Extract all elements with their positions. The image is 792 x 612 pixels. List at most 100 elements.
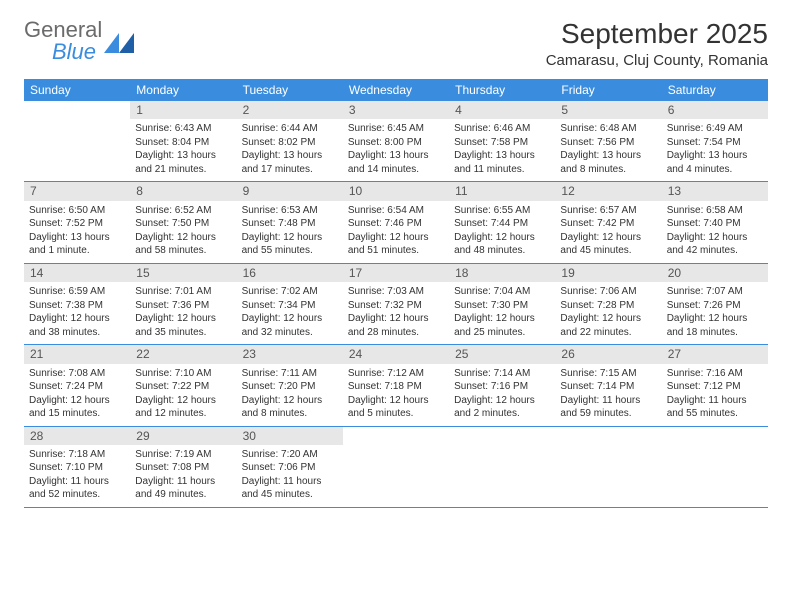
day-number: 14	[24, 264, 130, 282]
sunset-text: Sunset: 8:02 PM	[242, 136, 338, 150]
daylight-text: Daylight: 12 hours and 18 minutes.	[667, 312, 763, 339]
calendar-cell: 23Sunrise: 7:11 AMSunset: 7:20 PMDayligh…	[237, 345, 343, 426]
day-details: Sunrise: 7:07 AMSunset: 7:26 PMDaylight:…	[662, 282, 768, 344]
daylight-text: Daylight: 12 hours and 51 minutes.	[348, 231, 444, 258]
calendar-week-row: 14Sunrise: 6:59 AMSunset: 7:38 PMDayligh…	[24, 263, 768, 344]
sunset-text: Sunset: 7:50 PM	[135, 217, 231, 231]
day-details: Sunrise: 7:10 AMSunset: 7:22 PMDaylight:…	[130, 364, 236, 426]
calendar-cell: 25 Sunrise: 7:14 AMSunset: 7:16 PMDayligh…	[449, 345, 555, 426]
sunset-text: Sunset: 7:06 PM	[242, 461, 338, 475]
daylight-text: Daylight: 12 hours and 35 minutes.	[135, 312, 231, 339]
calendar-cell: 30Sunrise: 7:20 AMSunset: 7:06 PMDayligh…	[237, 426, 343, 507]
sunrise-text: Sunrise: 7:08 AM	[29, 367, 125, 381]
day-number: 20	[662, 264, 768, 282]
day-details: Sunrise: 6:54 AMSunset: 7:46 PMDaylight:…	[343, 201, 449, 263]
calendar-week-row: 7Sunrise: 6:50 AMSunset: 7:52 PMDaylight…	[24, 182, 768, 263]
sunrise-text: Sunrise: 6:50 AM	[29, 204, 125, 218]
day-number: 7	[24, 182, 130, 200]
brand-logo: General Blue	[24, 18, 134, 63]
sunset-text: Sunset: 7:20 PM	[242, 380, 338, 394]
calendar-table: Sunday Monday Tuesday Wednesday Thursday…	[24, 79, 768, 508]
sunrise-text: Sunrise: 7:18 AM	[29, 448, 125, 462]
sunset-text: Sunset: 7:58 PM	[454, 136, 550, 150]
sunrise-text: Sunrise: 7:20 AM	[242, 448, 338, 462]
day-number: 12	[555, 182, 661, 200]
day-details: Sunrise: 7:11 AMSunset: 7:20 PMDaylight:…	[237, 364, 343, 426]
day-details: Sunrise: 7:18 AMSunset: 7:10 PMDaylight:…	[24, 445, 130, 507]
sunset-text: Sunset: 7:18 PM	[348, 380, 444, 394]
calendar-page: General Blue September 2025 Camarasu, Cl…	[0, 0, 792, 526]
day-number: 3	[343, 101, 449, 119]
sunrise-text: Sunrise: 7:07 AM	[667, 285, 763, 299]
day-number: 1	[130, 101, 236, 119]
calendar-week-row: 28Sunrise: 7:18 AMSunset: 7:10 PMDayligh…	[24, 426, 768, 507]
calendar-cell: 12Sunrise: 6:57 AMSunset: 7:42 PMDayligh…	[555, 182, 661, 263]
calendar-cell: 13Sunrise: 6:58 AMSunset: 7:40 PMDayligh…	[662, 182, 768, 263]
day-details: Sunrise: 6:52 AMSunset: 7:50 PMDaylight:…	[130, 201, 236, 263]
day-number: 6	[662, 101, 768, 119]
calendar-cell: 4Sunrise: 6:46 AMSunset: 7:58 PMDaylight…	[449, 101, 555, 182]
day-details: Sunrise: 7:20 AMSunset: 7:06 PMDaylight:…	[237, 445, 343, 507]
sunset-text: Sunset: 7:30 PM	[454, 299, 550, 313]
calendar-cell: 26Sunrise: 7:15 AMSunset: 7:14 PMDayligh…	[555, 345, 661, 426]
daylight-text: Daylight: 12 hours and 58 minutes.	[135, 231, 231, 258]
calendar-cell	[449, 426, 555, 507]
sunrise-text: Sunrise: 6:43 AM	[135, 122, 231, 136]
sunrise-text: Sunrise: 7:14 AM	[454, 367, 550, 381]
daylight-text: Daylight: 13 hours and 21 minutes.	[135, 149, 231, 176]
calendar-cell: 20Sunrise: 7:07 AMSunset: 7:26 PMDayligh…	[662, 263, 768, 344]
calendar-cell	[24, 101, 130, 182]
logo-triangle-icon	[104, 31, 134, 53]
sunrise-text: Sunrise: 6:54 AM	[348, 204, 444, 218]
day-number: 16	[237, 264, 343, 282]
page-header: General Blue September 2025 Camarasu, Cl…	[24, 18, 768, 69]
day-number: 8	[130, 182, 236, 200]
calendar-cell: 10Sunrise: 6:54 AMSunset: 7:46 PMDayligh…	[343, 182, 449, 263]
sunset-text: Sunset: 7:26 PM	[667, 299, 763, 313]
daylight-text: Daylight: 13 hours and 8 minutes.	[560, 149, 656, 176]
day-details: Sunrise: 7:08 AMSunset: 7:24 PMDaylight:…	[24, 364, 130, 426]
title-block: September 2025 Camarasu, Cluj County, Ro…	[546, 18, 768, 69]
sunrise-text: Sunrise: 7:02 AM	[242, 285, 338, 299]
day-details: Sunrise: 7:02 AMSunset: 7:34 PMDaylight:…	[237, 282, 343, 344]
sunset-text: Sunset: 7:40 PM	[667, 217, 763, 231]
daylight-text: Daylight: 11 hours and 59 minutes.	[560, 394, 656, 421]
calendar-cell: 6Sunrise: 6:49 AMSunset: 7:54 PMDaylight…	[662, 101, 768, 182]
sunrise-text: Sunrise: 6:48 AM	[560, 122, 656, 136]
daylight-text: Daylight: 11 hours and 45 minutes.	[242, 475, 338, 502]
sunrise-text: Sunrise: 7:16 AM	[667, 367, 763, 381]
sunrise-text: Sunrise: 6:55 AM	[454, 204, 550, 218]
daylight-text: Daylight: 12 hours and 12 minutes.	[135, 394, 231, 421]
sunset-text: Sunset: 7:22 PM	[135, 380, 231, 394]
day-details: Sunrise: 6:57 AMSunset: 7:42 PMDaylight:…	[555, 201, 661, 263]
sunset-text: Sunset: 7:10 PM	[29, 461, 125, 475]
sunset-text: Sunset: 7:16 PM	[454, 380, 550, 394]
sunrise-text: Sunrise: 6:52 AM	[135, 204, 231, 218]
calendar-body: 1Sunrise: 6:43 AMSunset: 8:04 PMDaylight…	[24, 101, 768, 507]
day-details: Sunrise: 7:06 AMSunset: 7:28 PMDaylight:…	[555, 282, 661, 344]
weekday-header: Saturday	[662, 79, 768, 101]
day-number: 4	[449, 101, 555, 119]
sunrise-text: Sunrise: 6:53 AM	[242, 204, 338, 218]
sunset-text: Sunset: 7:28 PM	[560, 299, 656, 313]
day-number: 5	[555, 101, 661, 119]
daylight-text: Daylight: 11 hours and 52 minutes.	[29, 475, 125, 502]
daylight-text: Daylight: 12 hours and 25 minutes.	[454, 312, 550, 339]
daylight-text: Daylight: 12 hours and 2 minutes.	[454, 394, 550, 421]
calendar-cell: 18Sunrise: 7:04 AMSunset: 7:30 PMDayligh…	[449, 263, 555, 344]
sunset-text: Sunset: 7:38 PM	[29, 299, 125, 313]
day-number: 11	[449, 182, 555, 200]
calendar-cell: 11Sunrise: 6:55 AMSunset: 7:44 PMDayligh…	[449, 182, 555, 263]
daylight-text: Daylight: 12 hours and 42 minutes.	[667, 231, 763, 258]
daylight-text: Daylight: 13 hours and 17 minutes.	[242, 149, 338, 176]
daylight-text: Daylight: 12 hours and 22 minutes.	[560, 312, 656, 339]
day-details: Sunrise: 7:03 AMSunset: 7:32 PMDaylight:…	[343, 282, 449, 344]
calendar-week-row: 1Sunrise: 6:43 AMSunset: 8:04 PMDaylight…	[24, 101, 768, 182]
day-details: Sunrise: 7:19 AMSunset: 7:08 PMDaylight:…	[130, 445, 236, 507]
calendar-cell: 3Sunrise: 6:45 AMSunset: 8:00 PMDaylight…	[343, 101, 449, 182]
day-number: 25	[449, 345, 555, 363]
sunrise-text: Sunrise: 7:10 AM	[135, 367, 231, 381]
sunrise-text: Sunrise: 6:44 AM	[242, 122, 338, 136]
calendar-cell: 14Sunrise: 6:59 AMSunset: 7:38 PMDayligh…	[24, 263, 130, 344]
calendar-cell: 2Sunrise: 6:44 AMSunset: 8:02 PMDaylight…	[237, 101, 343, 182]
